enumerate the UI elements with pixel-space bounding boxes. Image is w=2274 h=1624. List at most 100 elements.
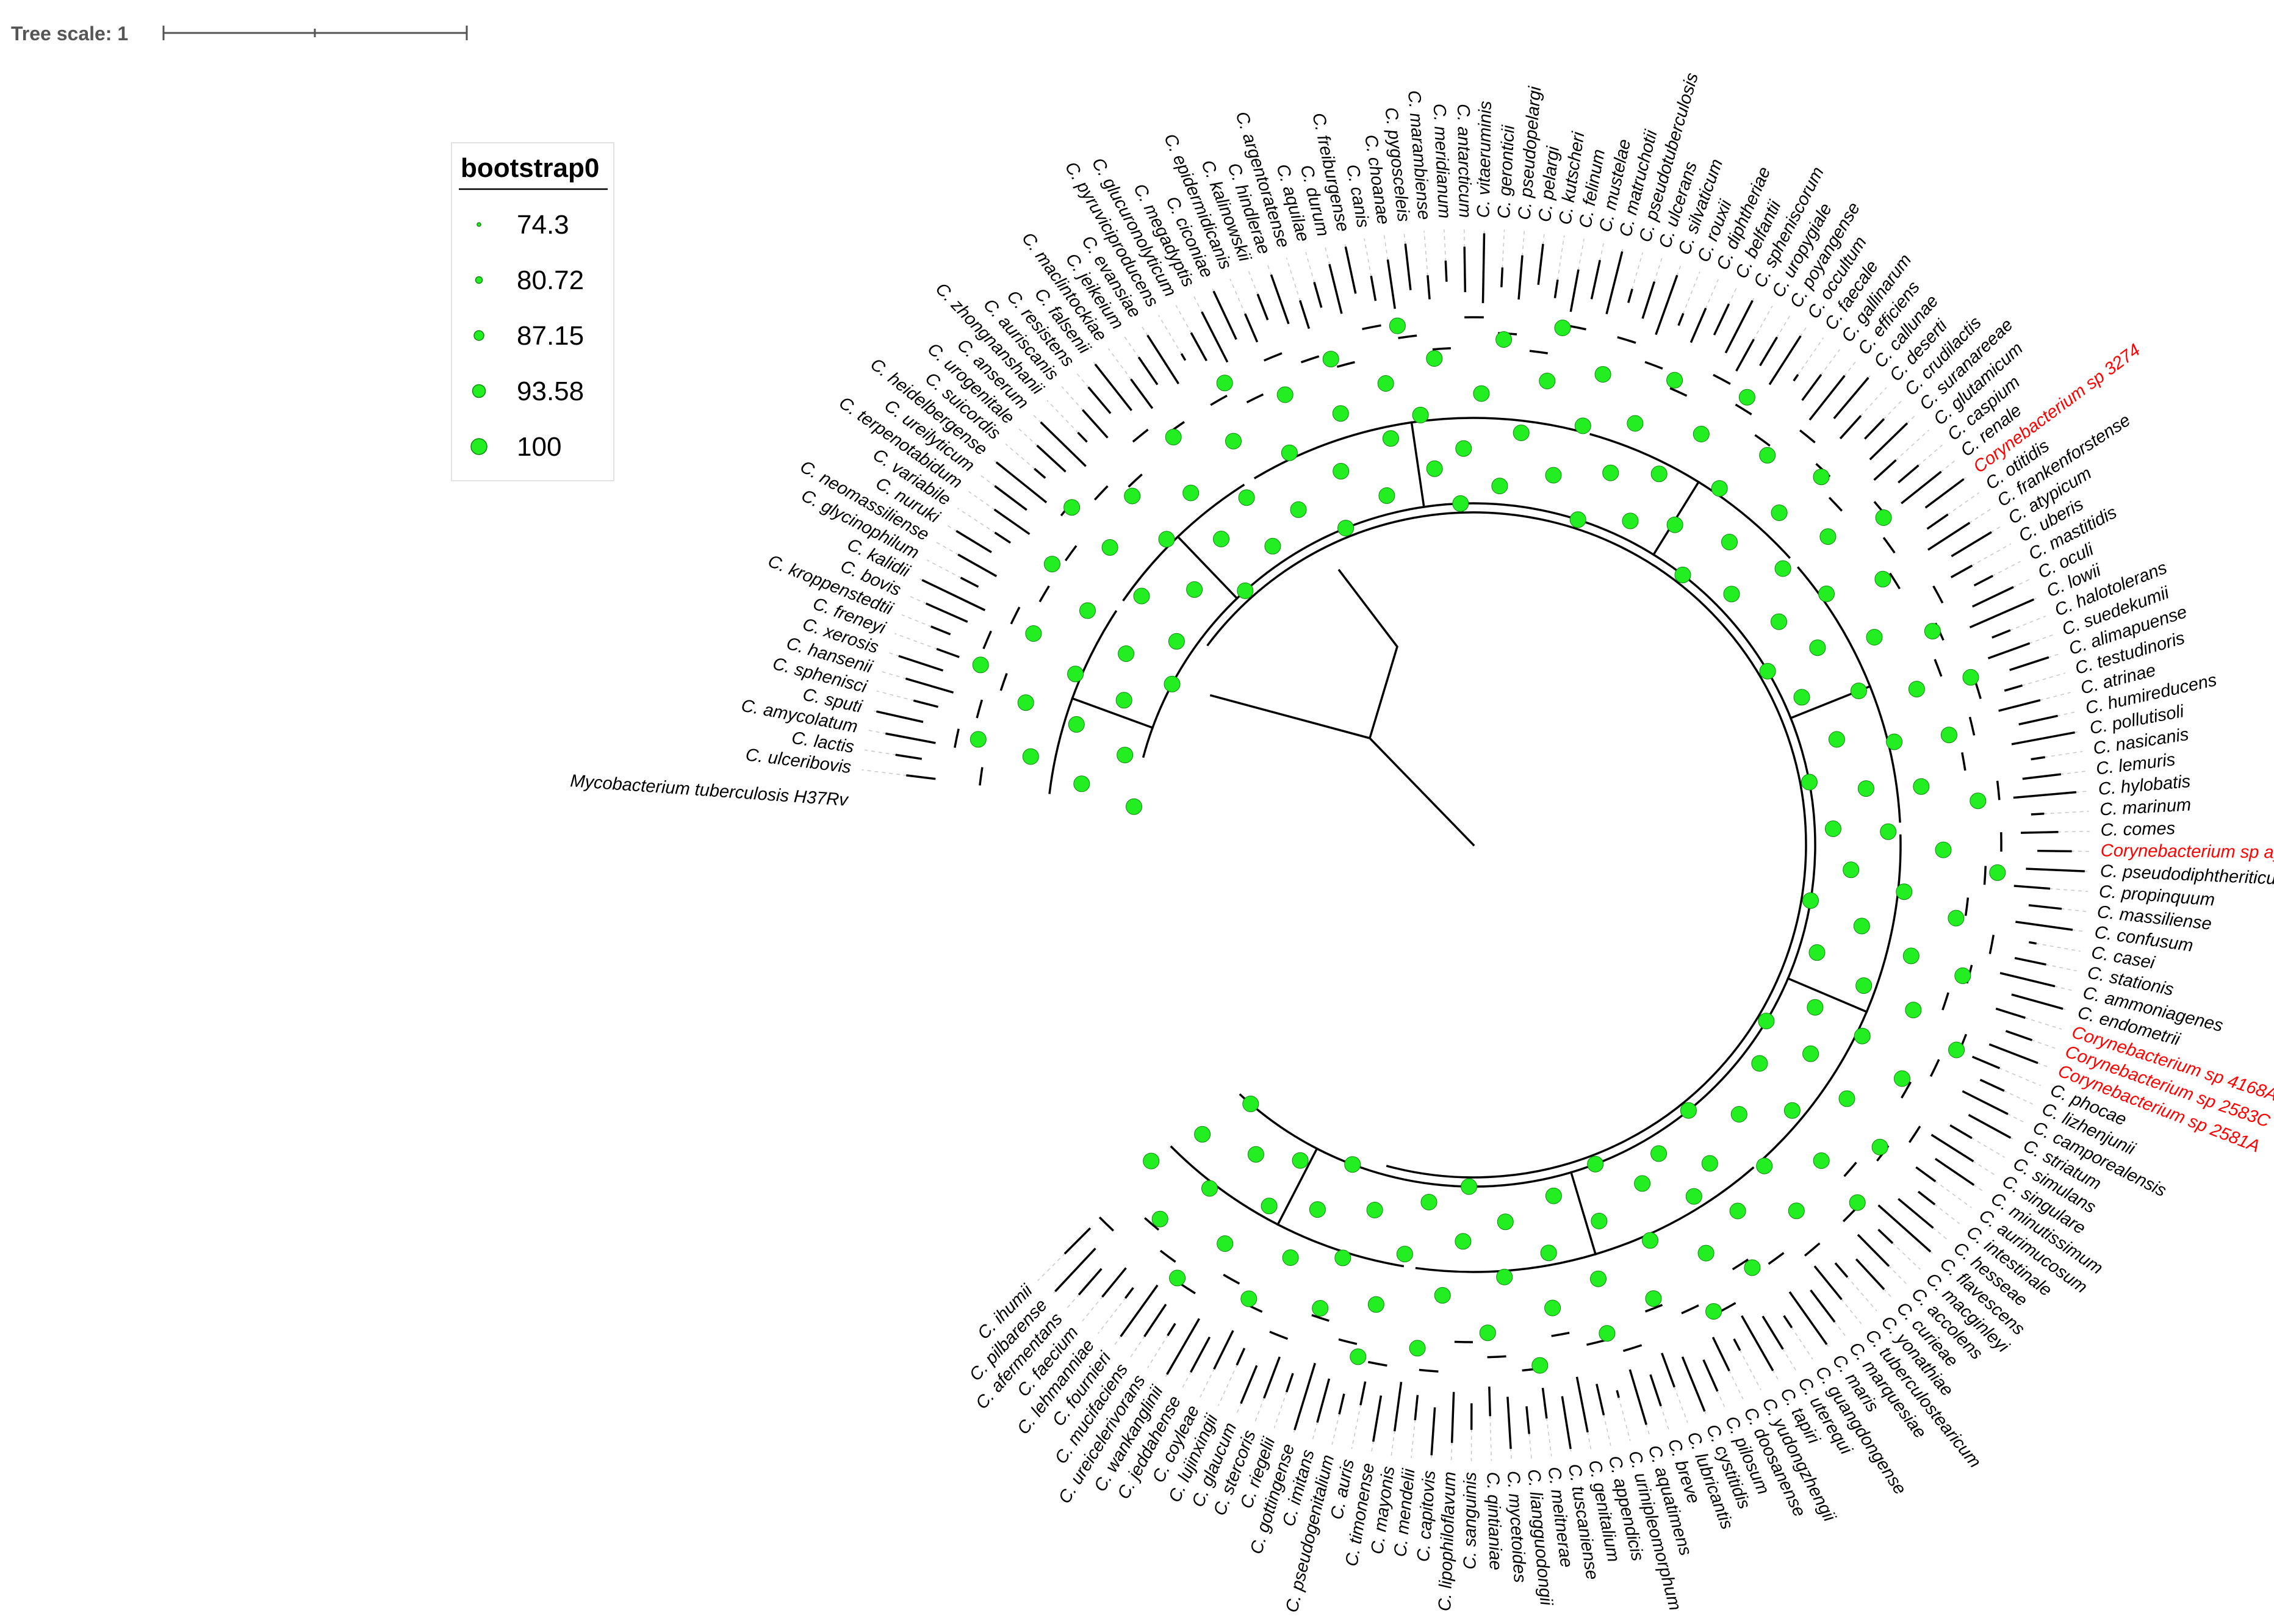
bootstrap-node [1569,511,1586,528]
terminal-branch [1713,303,1730,336]
terminal-branch [955,530,992,553]
subclade-arc [1768,1252,1785,1265]
tip-guide [1273,1390,1287,1428]
bootstrap-node [1217,1235,1234,1252]
bootstrap-node [1143,1152,1160,1169]
bootstrap-node [1168,633,1185,650]
bootstrap-node [1701,1155,1718,1172]
clade-stem-5 [1786,977,1868,1013]
tip-guide [1114,1335,1122,1346]
subclade-arc [1882,537,1896,554]
bootstrap-node [1866,629,1883,645]
subclade-arc [1551,1331,1570,1337]
terminal-branch [1393,1382,1403,1432]
bootstrap-node [1491,478,1508,495]
terminal-branch [1213,1330,1234,1370]
tip-guide [2043,811,2089,814]
terminal-branch [1616,1390,1620,1398]
tip-guide [2031,1039,2056,1049]
tip-guide [1676,264,1682,277]
subclade-arc [1064,545,1078,561]
bootstrap-node [1809,639,1826,656]
terminal-branch [898,655,944,672]
bootstrap-node [1473,385,1490,402]
bootstrap-node [1886,733,1903,750]
tip-guide [1236,1402,1242,1414]
bootstrap-node [1896,883,1913,900]
terminal-branch [1569,269,1580,312]
bootstrap-node [1808,944,1826,961]
bootstrap-node [1377,375,1394,392]
tip-guide [1932,1227,1948,1240]
bootstrap-node [1602,464,1619,481]
bootstrap-node [1426,350,1443,367]
bootstrap-node [1913,778,1930,795]
bootstrap-node [1455,440,1472,457]
tip-guide [1599,242,1605,262]
bootstrap-node [1396,1246,1413,1263]
tip-guide [1660,1404,1669,1430]
tip-guide [1917,444,1943,467]
terminal-branch [1655,275,1679,336]
terminal-branch [1724,300,1754,354]
subclade-arc [1908,1126,1921,1143]
subclade-arc [1144,1217,1160,1231]
bootstrap-node [1426,460,1443,477]
terminal-branch [1999,972,2056,988]
tip-guide [2035,943,2081,952]
tip-guide [1463,229,1465,248]
tip-guide [1545,1417,1552,1456]
tip-guide [1888,1265,1907,1284]
legend-items: 74.3 80.72 87.15 93.58 100 [470,210,584,462]
tip-label: C. geronticii [1494,124,1519,219]
tip-guide [1046,400,1079,434]
subclade-arc [1718,1302,1736,1313]
terminal-branch [925,602,968,623]
tip-guide [1403,232,1406,245]
terminal-branch [1759,336,1778,367]
bootstrap-node [1333,462,1350,480]
tip-guide [894,633,938,650]
bootstrap-node [1545,1187,1562,1204]
bootstrap-node [1759,663,1776,680]
legend-swatch-4 [470,438,488,455]
subclade-arc [1338,1338,1358,1345]
tip-guide [1411,1419,1416,1458]
subclade-arc [1178,1282,1196,1295]
bootstrap-node [1165,428,1182,445]
tip-guide [1840,1298,1862,1324]
bootstrap-node [1151,1210,1168,1227]
bootstrap-node [1807,999,1824,1016]
bootstrap-node [1479,1324,1496,1342]
tip-guide [1776,315,1790,339]
terminal-branch [1404,243,1412,290]
bootstrap-node [1893,1070,1910,1087]
tip-guide [1940,460,1956,473]
tip-guide [1843,361,1856,377]
tip-label: C. marinum [2099,795,2192,819]
terminal-branch [957,553,998,578]
terminal-branch [2021,831,2059,834]
tip-guide [1383,235,1389,261]
bootstrap-node [1948,910,1965,927]
bootstrap-node [1409,1340,1426,1357]
tip-guide [1772,1369,1779,1381]
bootstrap-node [1574,417,1591,434]
terminal-branch [1793,373,1799,382]
tip-guide [1992,561,2021,577]
terminal-branch [1971,586,2014,608]
terminal-branch [1488,1386,1491,1417]
tip-guide [1894,429,1930,461]
bootstrap-node [1545,467,1562,484]
terminal-branch [995,461,1048,503]
tip-guide [1791,1326,1813,1360]
clade-stem-1 [1176,535,1239,600]
bootstrap-node [1344,1156,1361,1173]
subclade-arc [1336,361,1355,368]
tip-guide [2054,985,2073,991]
terminal-branch [936,647,960,658]
terminal-branch [1761,1315,1784,1350]
terminal-branch [2009,656,2049,672]
bootstrap-node [1531,1357,1549,1374]
subclade-arc [1934,659,1943,677]
